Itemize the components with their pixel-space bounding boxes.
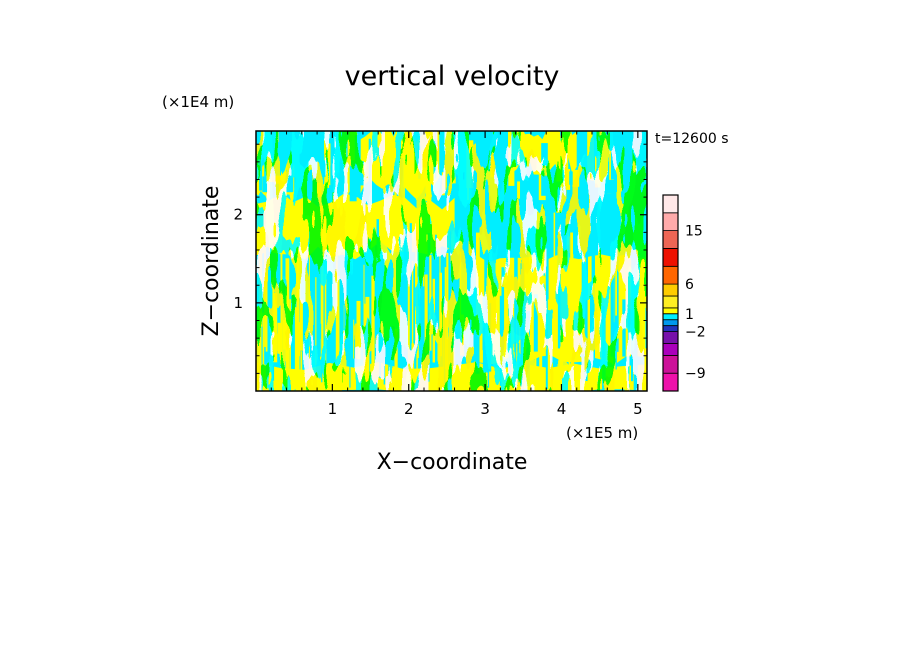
y-axis-label: Z−coordinate [199,186,224,337]
colorbar-label: −2 [685,325,706,341]
colorbar-swatch [662,248,679,267]
colorbar-swatch [662,372,679,392]
colorbar-swatch [662,343,679,356]
colorbar: −9 −2 1 6 15 [662,194,706,392]
x-tick-label: 3 [480,400,490,418]
colorbar-swatch [662,230,679,249]
colorbar-swatch [662,295,679,309]
x-axis: 1 2 3 4 5 [270,131,643,418]
colorbar-swatch [662,354,679,374]
plot-area [256,131,647,391]
colorbar-label: 1 [685,307,694,323]
chart-title: vertical velocity [345,61,560,92]
y-axis: 12 [233,143,647,374]
colorbar-label: −9 [685,366,706,382]
colorbar-label: 6 [685,277,694,293]
y-tick-label: 2 [233,206,243,224]
x-tick-label: 4 [557,400,567,418]
colorbar-swatch [662,194,679,214]
y-unit-label: (×1E4 m) [162,93,234,111]
x-tick-label: 5 [633,400,643,418]
colorbar-swatch [662,313,679,321]
plot-frame [255,130,648,392]
x-axis-label: X−coordinate [377,450,528,475]
time-label: t=12600 s [655,131,729,147]
colorbar-swatch [662,325,679,333]
colorbar-swatch [662,212,679,232]
x-tick-label: 2 [404,400,414,418]
colorbar-swatch [662,307,679,315]
colorbar-frame [662,194,679,392]
x-tick-label: 1 [328,400,338,418]
colorbar-swatch [662,331,679,344]
colorbar-swatch [662,265,679,285]
x-unit-label: (×1E5 m) [566,424,638,442]
colorbar-swatch [662,283,679,297]
y-tick-label: 1 [233,294,243,312]
field-texture [256,131,647,391]
colorbar-swatch [662,319,679,327]
colorbar-label: 15 [685,224,703,240]
